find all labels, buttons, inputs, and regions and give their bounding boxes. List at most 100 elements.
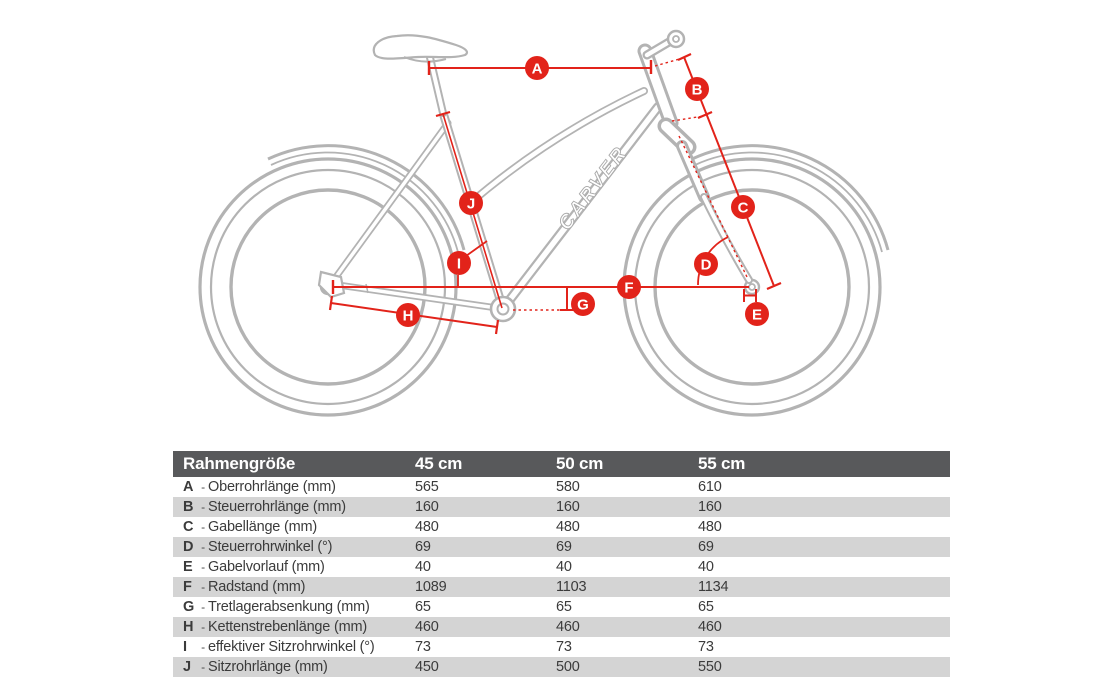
row-name: Steuerrohrwinkel (°) (208, 539, 333, 555)
table-row: H - Kettenstrebenlänge (mm) 460 460 460 (173, 617, 950, 637)
front-fender (691, 144, 890, 251)
marker-g-dot (571, 292, 595, 316)
marker-i-letter: I (457, 256, 461, 273)
measure-bracket-g (513, 286, 574, 311)
bike-geometry-diagram: CARVER (198, 29, 890, 417)
row-value-55: 160 (698, 499, 722, 515)
row-separator: - (201, 600, 205, 614)
row-name: Gabelvorlauf (mm) (208, 559, 325, 575)
geometry-table: Rahmengröße 45 cm 50 cm 55 cm A - Oberro… (173, 451, 950, 677)
components (317, 29, 686, 323)
table-row: D - Steuerrohrwinkel (°) 69 69 69 (173, 537, 950, 557)
frame-brand-logo: CARVER (554, 142, 632, 234)
measure-bracket-e (743, 289, 757, 302)
row-label: J - Sitzrohrlänge (mm) (183, 659, 415, 675)
marker-j-dot (459, 191, 483, 215)
row-key: C (183, 519, 194, 535)
row-name: Gabellänge (mm) (208, 519, 318, 535)
marker-d-dot (694, 252, 718, 276)
bottom-bracket (489, 295, 517, 323)
row-name: Tretlagerabsenkung (mm) (208, 599, 370, 615)
marker-e-dot (745, 302, 769, 326)
row-value-55: 73 (698, 639, 714, 655)
row-value-55: 460 (698, 619, 722, 635)
row-label: D - Steuerrohrwinkel (°) (183, 539, 415, 555)
row-label: C - Gabellänge (mm) (183, 519, 415, 535)
marker-b-dot (685, 77, 709, 101)
row-value-55: 480 (698, 519, 722, 535)
row-key: D (183, 539, 194, 555)
row-name: Kettenstrebenlänge (mm) (208, 619, 368, 635)
table-row: J - Sitzrohrlänge (mm) 450 500 550 (173, 657, 950, 677)
marker-d-letter: D (701, 257, 712, 274)
row-value-45: 480 (415, 519, 439, 535)
row-value-50: 65 (556, 599, 572, 615)
marker-a-dot (525, 56, 549, 80)
table-row: I - effektiver Sitzrohrwinkel (°) 73 73 … (173, 637, 950, 657)
row-value-45: 1089 (415, 579, 447, 595)
row-value-50: 1103 (556, 579, 587, 595)
row-value-50: 160 (556, 499, 580, 515)
marker-h-dot (396, 303, 420, 327)
saddle-rail (403, 56, 447, 63)
row-label: G - Tretlagerabsenkung (mm) (183, 599, 415, 615)
marker-c-dot (731, 195, 755, 219)
marker-f-letter: F (624, 280, 633, 297)
row-separator: - (201, 520, 205, 534)
row-value-50: 480 (556, 519, 580, 535)
row-key: E (183, 559, 193, 575)
row-name: Steuerrohrlänge (mm) (208, 499, 346, 515)
row-key: G (183, 599, 195, 615)
row-value-45: 65 (415, 599, 431, 615)
table-row: A - Oberrohrlänge (mm) 565 580 610 (173, 477, 950, 497)
row-value-45: 40 (415, 559, 431, 575)
marker-j-letter: J (467, 196, 475, 213)
row-separator: - (201, 580, 205, 594)
row-label: I - effektiver Sitzrohrwinkel (°) (183, 639, 415, 655)
row-label: H - Kettenstrebenlänge (mm) (183, 619, 415, 635)
rear-dropout (317, 270, 346, 299)
row-key: J (183, 659, 191, 675)
row-label: A - Oberrohrlänge (mm) (183, 479, 415, 495)
row-label: B - Steuerrohrlänge (mm) (183, 499, 415, 515)
marker-b-letter: B (692, 82, 703, 99)
row-separator: - (201, 640, 205, 654)
row-value-55: 40 (698, 559, 714, 575)
marker-e-letter: E (752, 307, 762, 324)
row-value-45: 160 (415, 499, 439, 515)
geometry-table-header: Rahmengröße 45 cm 50 cm 55 cm (173, 451, 950, 477)
row-value-50: 500 (556, 659, 580, 675)
row-value-45: 450 (415, 659, 439, 675)
table-row: G - Tretlagerabsenkung (mm) 65 65 65 (173, 597, 950, 617)
row-key: F (183, 579, 192, 595)
row-label: E - Gabelvorlauf (mm) (183, 559, 415, 575)
front-wheel (622, 144, 890, 417)
marker-g-letter: G (577, 297, 589, 314)
table-row: C - Gabellänge (mm) 480 480 480 (173, 517, 950, 537)
row-value-50: 460 (556, 619, 580, 635)
marker-i-dot (447, 251, 471, 275)
row-name: Sitzrohrlänge (mm) (208, 659, 328, 675)
row-value-45: 460 (415, 619, 439, 635)
row-key: A (183, 479, 194, 495)
row-value-55: 550 (698, 659, 722, 675)
table-row: F - Radstand (mm) 1089 1103 1134 (173, 577, 950, 597)
row-separator: - (201, 480, 205, 494)
row-name: Oberrohrlänge (mm) (208, 479, 336, 495)
row-key: B (183, 499, 194, 515)
row-key: I (183, 639, 187, 655)
table-row: B - Steuerrohrlänge (mm) 160 160 160 (173, 497, 950, 517)
row-separator: - (201, 540, 205, 554)
row-separator: - (201, 560, 205, 574)
row-value-45: 73 (415, 639, 431, 655)
row-value-50: 580 (556, 479, 580, 495)
row-label: F - Radstand (mm) (183, 579, 415, 595)
row-value-55: 1134 (698, 579, 729, 595)
row-value-50: 73 (556, 639, 572, 655)
row-value-55: 610 (698, 479, 722, 495)
marker-layer: A B C D E F G H I J (396, 56, 769, 327)
marker-c-letter: C (738, 200, 749, 217)
row-separator: - (201, 660, 205, 674)
row-name: Radstand (mm) (208, 579, 306, 595)
row-value-50: 40 (556, 559, 572, 575)
